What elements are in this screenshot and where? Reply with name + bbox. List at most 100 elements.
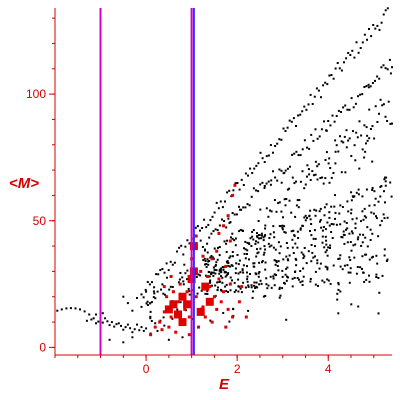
- black-point: [369, 239, 372, 241]
- black-point: [326, 221, 329, 224]
- black-point: [182, 283, 185, 286]
- black-point: [131, 309, 134, 312]
- black-point: [181, 276, 184, 279]
- black-point: [60, 308, 63, 311]
- black-point: [234, 272, 237, 275]
- black-point: [341, 268, 344, 271]
- black-point: [369, 85, 372, 88]
- black-point: [355, 217, 358, 220]
- black-point: [148, 283, 151, 286]
- red-point-large: [183, 300, 192, 309]
- black-point: [221, 281, 224, 284]
- black-point: [214, 264, 217, 266]
- black-point: [149, 317, 152, 320]
- black-point: [260, 237, 262, 240]
- black-point: [326, 268, 329, 271]
- black-point: [272, 277, 275, 280]
- black-point: [373, 204, 376, 207]
- black-point: [355, 191, 358, 194]
- black-point: [242, 184, 245, 186]
- black-point: [227, 217, 230, 220]
- black-point: [280, 210, 283, 213]
- black-point: [256, 232, 258, 235]
- black-point: [261, 260, 264, 262]
- black-point: [56, 309, 59, 312]
- black-point: [314, 173, 317, 176]
- black-point: [267, 242, 270, 245]
- black-point: [205, 263, 208, 265]
- black-point: [382, 13, 385, 16]
- black-point: [240, 291, 243, 294]
- black-point: [339, 290, 342, 293]
- black-point: [286, 188, 289, 191]
- black-point: [212, 230, 215, 233]
- black-point: [211, 271, 214, 274]
- red-point: [167, 325, 171, 329]
- black-point: [373, 190, 376, 193]
- black-point: [262, 239, 265, 242]
- black-point: [385, 176, 388, 179]
- black-point: [374, 27, 377, 30]
- black-point: [246, 265, 248, 268]
- black-point: [275, 274, 277, 277]
- black-point: [339, 254, 342, 257]
- black-point: [208, 275, 211, 278]
- black-point: [309, 93, 312, 96]
- black-point: [242, 281, 245, 284]
- black-point: [278, 286, 281, 289]
- black-point: [302, 267, 305, 270]
- black-point: [238, 188, 241, 191]
- black-point: [366, 245, 369, 248]
- black-point: [381, 274, 384, 277]
- black-point: [217, 207, 220, 210]
- black-point: [291, 153, 294, 156]
- black-point: [363, 207, 366, 210]
- black-point: [104, 317, 107, 320]
- black-point: [257, 162, 260, 165]
- black-point: [324, 265, 327, 268]
- black-point: [281, 224, 284, 227]
- black-point: [386, 7, 389, 10]
- black-point: [79, 308, 81, 311]
- black-point: [377, 200, 380, 203]
- black-point: [240, 208, 243, 211]
- black-point: [310, 260, 313, 263]
- black-point: [270, 244, 273, 247]
- black-point: [246, 203, 249, 206]
- black-point: [278, 225, 281, 227]
- black-point: [218, 224, 221, 227]
- black-point: [264, 261, 267, 264]
- black-point: [290, 120, 293, 123]
- black-point: [349, 259, 352, 261]
- black-point: [216, 281, 219, 284]
- black-point: [204, 249, 206, 252]
- black-point: [283, 171, 286, 174]
- black-point: [299, 154, 302, 157]
- black-point: [361, 41, 364, 44]
- black-point: [126, 302, 129, 305]
- black-point: [232, 308, 235, 311]
- black-point: [181, 336, 184, 339]
- black-point: [337, 288, 340, 291]
- black-point: [388, 58, 391, 61]
- black-point: [267, 180, 270, 183]
- black-point: [357, 51, 360, 54]
- black-point: [227, 291, 229, 293]
- black-point: [342, 106, 345, 109]
- black-point: [95, 313, 97, 316]
- black-point: [309, 218, 312, 221]
- black-point: [350, 249, 353, 252]
- black-point: [345, 129, 348, 132]
- black-point: [346, 108, 349, 111]
- black-point: [361, 210, 364, 213]
- black-point: [161, 268, 164, 270]
- black-point: [292, 229, 295, 232]
- black-point: [363, 86, 366, 88]
- black-point: [325, 203, 328, 206]
- black-point: [326, 266, 329, 269]
- black-point: [167, 338, 170, 341]
- black-point: [240, 178, 243, 181]
- black-point: [361, 195, 364, 198]
- black-point: [156, 329, 159, 332]
- red-point: [222, 290, 225, 294]
